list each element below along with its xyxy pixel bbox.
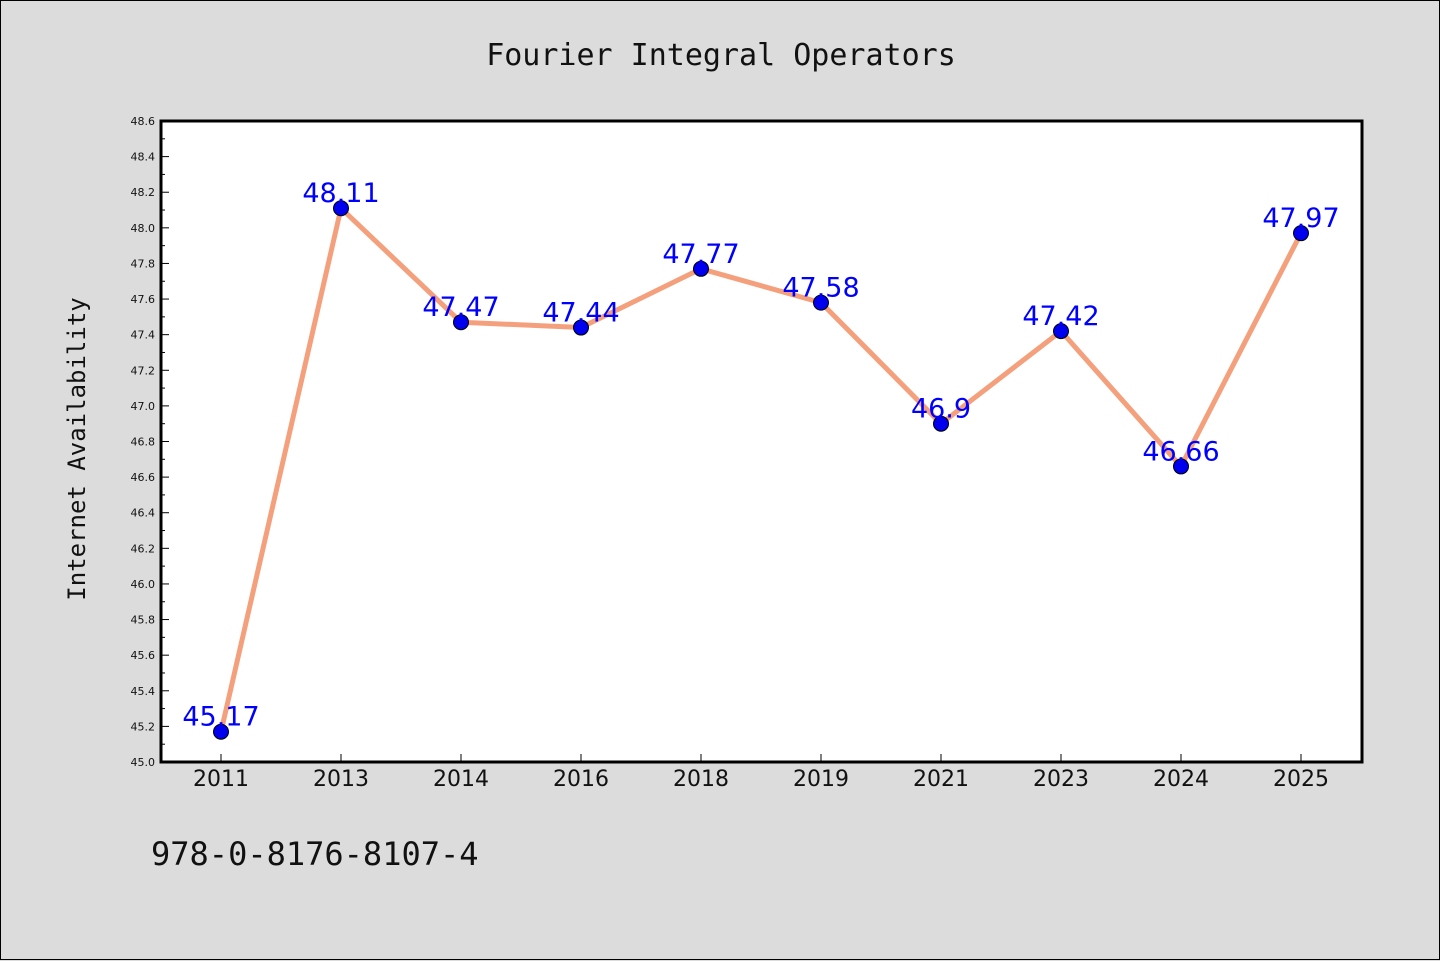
data-label: 47.97 [1262, 203, 1339, 234]
x-tick-label: 2016 [553, 767, 609, 792]
data-point [1053, 323, 1069, 340]
data-label: 47.77 [662, 239, 739, 270]
y-tick-label: 47.8 [131, 257, 156, 270]
x-tick-label: 2019 [793, 767, 849, 792]
x-tick-label: 2014 [433, 767, 489, 792]
data-label: 46.66 [1142, 436, 1219, 467]
y-tick-label: 45.8 [131, 614, 156, 627]
data-point [1173, 458, 1189, 475]
data-point [813, 294, 829, 311]
y-tick-label: 48.6 [131, 115, 156, 128]
y-axis-label: Internet Availability [63, 297, 91, 600]
y-tick-label: 46.0 [131, 578, 156, 591]
x-axis: 2011 2013 2014 2016 2018 2019 2021 2023 2024 2025 [193, 754, 1329, 792]
data-point [1293, 225, 1309, 242]
data-point [933, 415, 949, 432]
y-tick-label: 47.0 [131, 400, 156, 413]
x-tick-label: 2024 [1153, 767, 1209, 792]
chart-title: Fourier Integral Operators [486, 38, 956, 73]
y-tick-label: 46.4 [131, 507, 156, 520]
x-tick-label: 2013 [313, 767, 369, 792]
series-line [218, 205, 1304, 735]
series-markers [213, 200, 1309, 740]
y-tick-label: 48.4 [131, 151, 156, 164]
y-tick-label: 46.8 [131, 436, 156, 449]
data-point [693, 260, 709, 277]
data-point [213, 723, 229, 740]
data-label: 47.58 [782, 273, 859, 304]
x-tick-label: 2021 [913, 767, 969, 792]
y-tick-label: 46.2 [131, 542, 156, 555]
y-tick-label: 45.2 [131, 720, 156, 733]
x-tick-label: 2011 [193, 767, 249, 792]
data-label: 46.9 [911, 394, 971, 425]
y-tick-label: 47.4 [131, 329, 156, 342]
data-point [333, 200, 349, 217]
data-label: 48.11 [302, 178, 379, 209]
x-tick-label: 2018 [673, 767, 729, 792]
data-label: 47.47 [422, 292, 499, 323]
data-label: 47.44 [542, 298, 619, 329]
y-tick-label: 47.6 [131, 293, 156, 306]
y-tick-label: 45.6 [131, 649, 156, 662]
data-labels: 45.17 48.11 47.47 47.44 47.77 47.58 46.9 47.42 4… [182, 178, 1339, 732]
y-tick-label: 48.2 [131, 186, 156, 199]
y-tick-label: 48.0 [131, 222, 156, 235]
y-axis: 45.0 45.2 45.4 45.6 45.8 46.0 46.2 46.4 46.6 46.8… [131, 115, 169, 769]
isbn-text: 978-0-8176-8107-4 [151, 835, 479, 873]
data-point [573, 319, 589, 336]
y-tick-label: 45.0 [131, 756, 156, 769]
data-label: 45.17 [182, 702, 259, 733]
data-point [453, 314, 469, 331]
y-tick-label: 45.4 [131, 685, 156, 698]
data-label: 47.42 [1022, 301, 1099, 332]
x-tick-label: 2025 [1273, 767, 1329, 792]
series-line-group [218, 205, 1304, 735]
y-tick-label: 46.6 [131, 471, 156, 484]
x-tick-label: 2023 [1033, 767, 1089, 792]
y-tick-label: 47.2 [131, 364, 156, 377]
